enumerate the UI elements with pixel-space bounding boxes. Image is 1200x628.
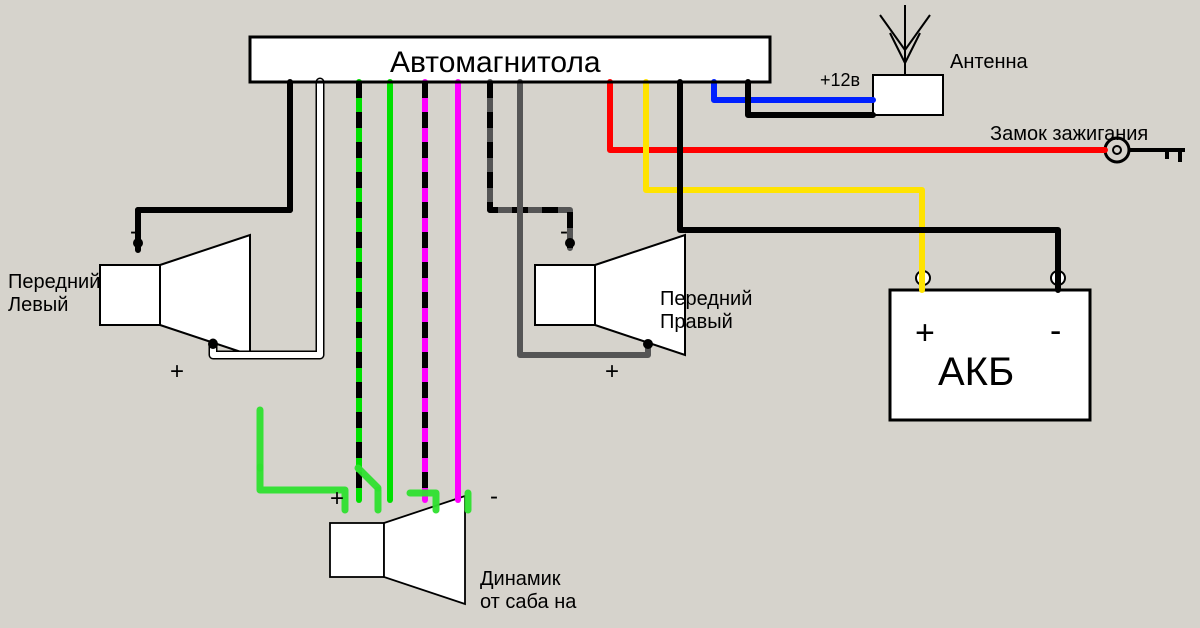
label-sub_minus: - xyxy=(490,483,498,510)
terminal-dot xyxy=(208,339,218,349)
label-front_left: Левый xyxy=(8,294,68,316)
label-sub_label: от саба на xyxy=(480,591,577,613)
label-head_unit_title: Автомагнитола xyxy=(390,46,601,79)
label-antenna: Антенна xyxy=(950,51,1029,73)
label-front_left: Передний xyxy=(8,271,100,293)
label-sub_plus: + xyxy=(330,485,344,512)
label-battery_plus: + xyxy=(915,314,935,352)
label-front_right: Правый xyxy=(660,311,733,333)
label-speaker_fl_plus: + xyxy=(170,358,184,385)
antenna-module-box xyxy=(873,75,943,115)
label-sub_label: Динамик xyxy=(480,568,561,590)
label-speaker_fr_plus: + xyxy=(605,358,619,385)
label-battery_label: АКБ xyxy=(938,350,1014,394)
label-speaker_fl_minus: - xyxy=(130,218,138,245)
label-front_right: Передний xyxy=(660,288,752,310)
wiring-diagram: Автомагнитола Антенна +12в Замок зажигания П… xyxy=(0,0,1200,628)
label-ignition: Замок зажигания xyxy=(990,123,1148,145)
terminal-dot xyxy=(643,339,653,349)
label-speaker_fr_minus: - xyxy=(560,218,568,245)
label-battery_minus: - xyxy=(1050,312,1061,350)
label-plus12v: +12в xyxy=(820,70,860,90)
